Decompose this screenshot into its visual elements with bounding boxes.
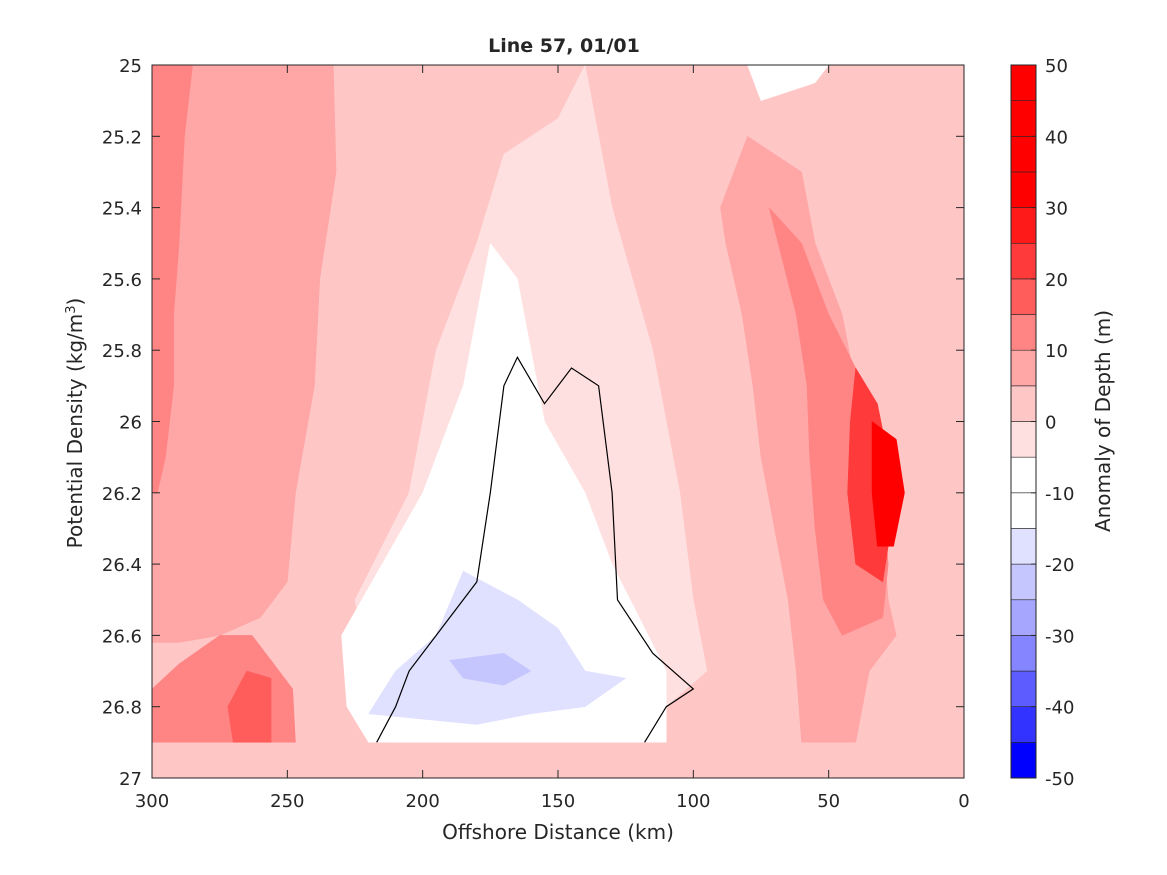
contour-fill-layer: [152, 65, 964, 778]
contour-band-11: [368, 570, 627, 725]
colorbar-tick-label: 20: [1045, 270, 1068, 291]
x-axis-label: Offshore Distance (km): [442, 820, 674, 844]
contour-band-8: [871, 421, 905, 547]
colorbar-segment: [1010, 528, 1037, 565]
colorbar-segment: [1010, 563, 1037, 601]
colorbar-tick-label: -40: [1045, 698, 1074, 719]
x-tick-label: 250: [270, 791, 304, 812]
x-tick-label: 100: [676, 791, 710, 812]
colorbar-segment: [1010, 349, 1037, 387]
contour-band-1: [152, 65, 337, 643]
colorbar-segment: [1010, 421, 1037, 458]
colorbar-tick-label: -30: [1045, 626, 1074, 647]
colorbar-segment: [1010, 385, 1037, 422]
colorbar-segment: [1010, 100, 1037, 137]
y-tick-label: 27: [119, 769, 142, 790]
chart-title: Line 57, 01/01: [488, 35, 640, 57]
colorbar-tick-label: 10: [1045, 341, 1068, 362]
colorbar-segment: [1010, 742, 1037, 779]
colorbar-segment: [1010, 599, 1037, 636]
contour-line-layer: [376, 356, 695, 743]
y-tick-label: 25.6: [102, 270, 142, 291]
colorbar-segment: [1010, 278, 1037, 315]
y-tick-label: 26.8: [102, 698, 142, 719]
colorbar-tick-label: -50: [1045, 769, 1074, 790]
colorbar-segment: [1010, 242, 1037, 280]
colorbar-tick-label: -10: [1045, 484, 1074, 505]
y-tick-label: 26.2: [102, 484, 142, 505]
colorbar-segment: [1010, 314, 1037, 351]
contour-band-13: [747, 65, 830, 102]
colorbar-tick-label: 0: [1045, 413, 1056, 434]
y-tick-label: 26.6: [102, 626, 142, 647]
colorbar-segment: [1010, 136, 1037, 173]
y-tick-label: 25.4: [102, 199, 142, 220]
colorbar-tick-label: 30: [1045, 199, 1068, 220]
colorbar-label: Anomaly of Depth (m): [1091, 310, 1115, 532]
colorbar-segment: [1010, 635, 1037, 672]
colorbar-segment: [1010, 670, 1037, 707]
zero-contour-line-0: [376, 356, 695, 743]
x-axis: 300 250 200 150 100 50 0: [135, 65, 970, 812]
colorbar: 50 40 30 20 10 0 -10 -20 -30 -40 -50: [1010, 56, 1074, 790]
colorbar-segment: [1010, 492, 1037, 529]
colorbar-tick-label: 50: [1045, 56, 1068, 77]
colorbar-segment: [1010, 64, 1037, 101]
colorbar-segment: [1010, 207, 1037, 244]
x-tick-label: 300: [135, 791, 169, 812]
y-tick-label: 26: [119, 413, 142, 434]
y-axis-label: Potential Density (kg/m3): [63, 298, 87, 549]
colorbar-segment: [1010, 171, 1037, 208]
x-tick-label: 0: [958, 791, 969, 812]
y-tick-label: 25: [119, 56, 142, 77]
colorbar-segment: [1010, 706, 1037, 743]
contour-band-4: [227, 670, 272, 743]
colorbar-tick-label: 40: [1045, 127, 1068, 148]
contour-band-10: [341, 242, 667, 743]
x-tick-label: 50: [817, 791, 840, 812]
y-axis: 25 25.2 25.4 25.6 25.8 26 26.2 26.4 26.6 26.8 27: [102, 56, 964, 790]
x-tick-label: 150: [541, 791, 575, 812]
x-tick-label: 200: [405, 791, 439, 812]
contour-band-12: [449, 652, 532, 686]
y-tick-label: 25.2: [102, 127, 142, 148]
y-tick-label: 25.8: [102, 341, 142, 362]
colorbar-tick-label: -20: [1045, 555, 1074, 576]
y-tick-label: 26.4: [102, 555, 142, 576]
colorbar-segment: [1010, 456, 1037, 494]
